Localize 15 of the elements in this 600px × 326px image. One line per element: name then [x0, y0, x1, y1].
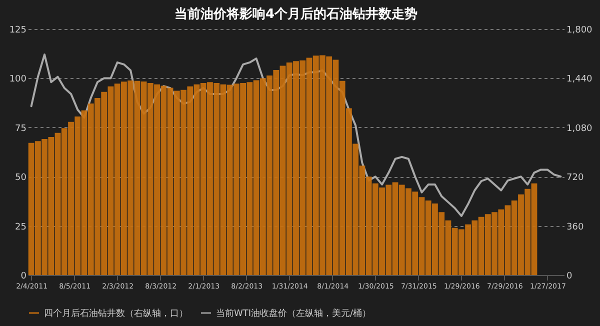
y-tick-label: 50	[15, 173, 27, 184]
legend-label: 四个月后石油钻井数（右纵轴，口）	[44, 308, 188, 319]
y-tick-label: 25	[15, 222, 26, 232]
y2-tick-label: 720	[566, 173, 584, 184]
y-tick-label: 125	[9, 26, 26, 36]
y-tick-label: 0	[20, 272, 27, 282]
chart-title: 当前油价将影响4个月后的石油钻井数走势	[174, 6, 418, 22]
y-tick-label: 75	[15, 124, 26, 134]
y2-tick-label: 1,800	[566, 26, 593, 36]
y2-tick-label: 1,440	[566, 74, 593, 85]
y2-tick-label: 0	[566, 272, 572, 282]
y2-tick-label: 1,080	[566, 124, 593, 134]
legend-label: 当前WTI油收盘价（左纵轴，美元/桶）	[216, 308, 372, 319]
y2-tick-label: 360	[566, 222, 584, 232]
y-tick-label: 100	[9, 74, 27, 85]
